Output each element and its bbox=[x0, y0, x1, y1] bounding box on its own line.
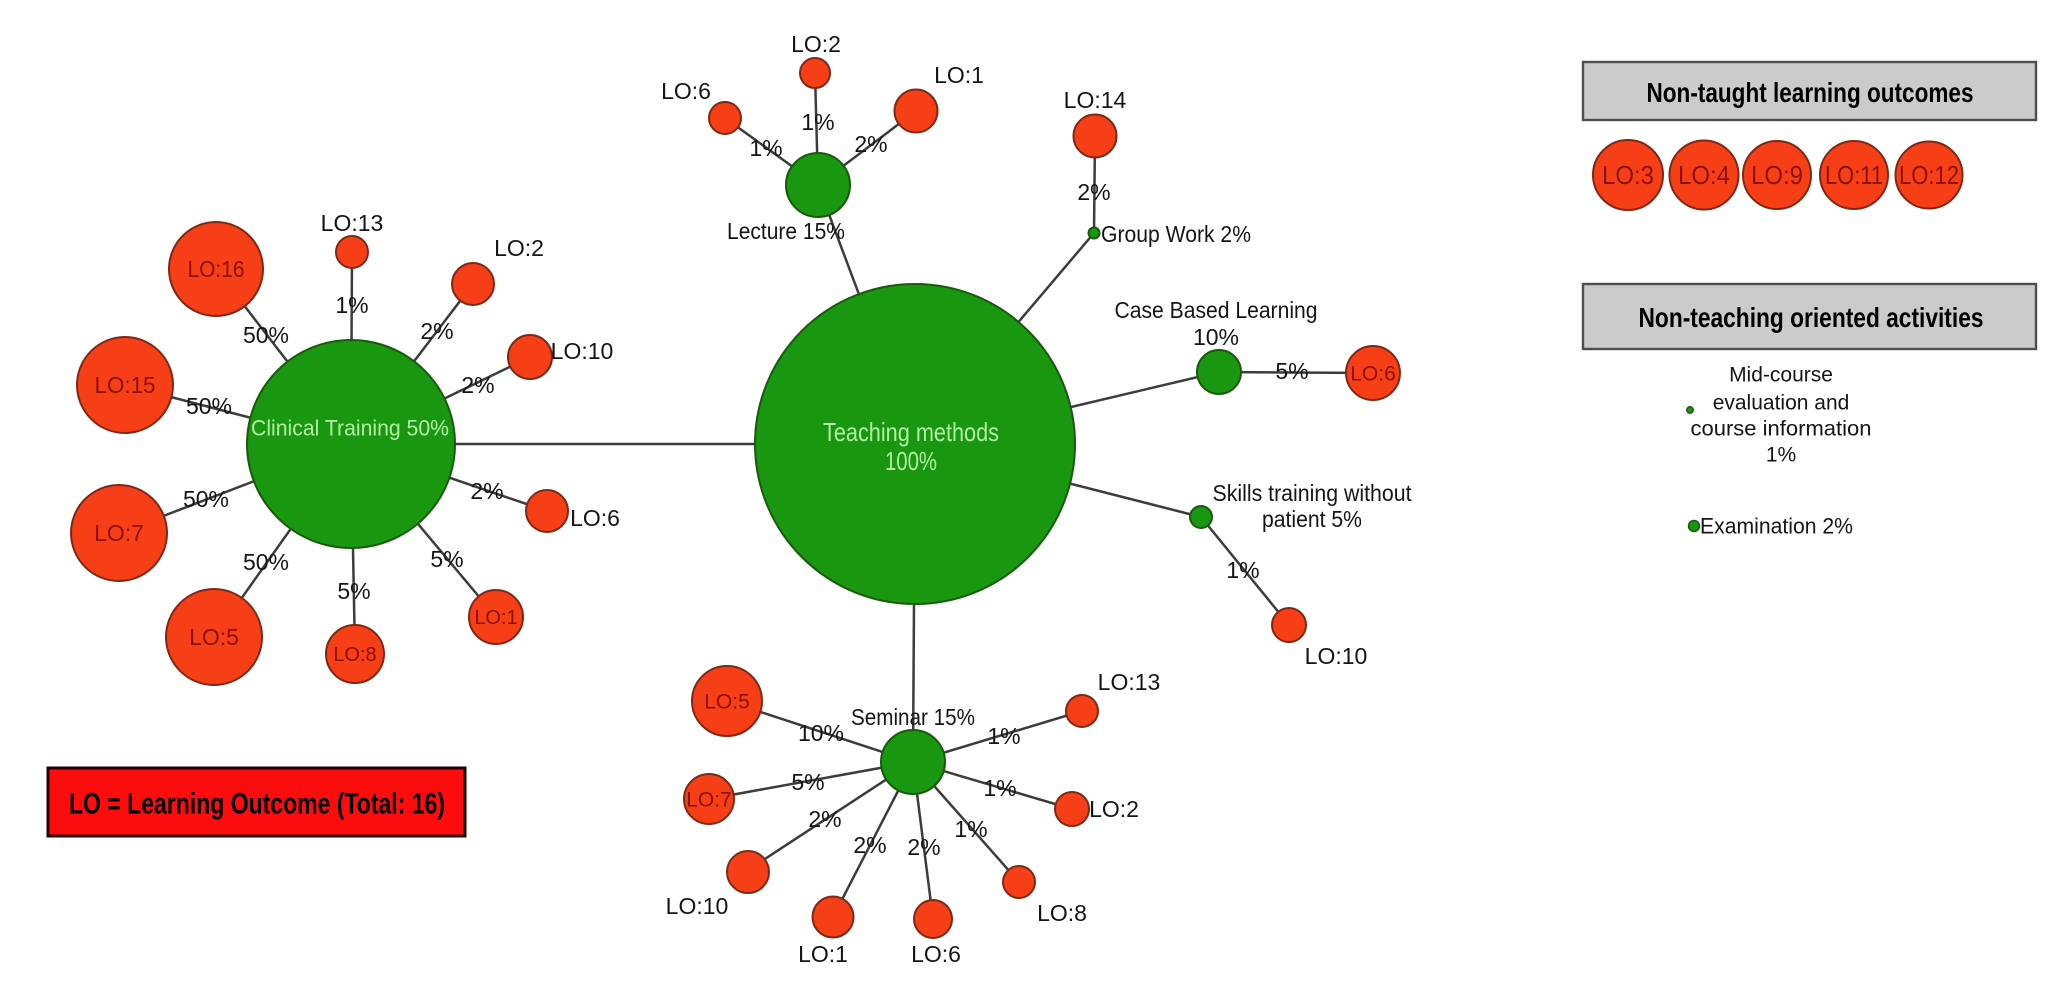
svg-text:Skills training without: Skills training without bbox=[1213, 480, 1413, 506]
svg-text:LO:6: LO:6 bbox=[1350, 362, 1396, 385]
svg-text:LO:2: LO:2 bbox=[1089, 796, 1139, 822]
svg-text:LO:16: LO:16 bbox=[188, 256, 245, 282]
svg-text:LO:7: LO:7 bbox=[94, 520, 144, 546]
svg-text:5%: 5% bbox=[430, 546, 463, 572]
svg-text:Lecture 15%: Lecture 15% bbox=[727, 218, 845, 244]
svg-text:LO:12: LO:12 bbox=[1899, 160, 1959, 190]
svg-text:1%: 1% bbox=[801, 109, 834, 135]
svg-text:LO:6: LO:6 bbox=[911, 941, 961, 967]
svg-text:LO:6: LO:6 bbox=[661, 78, 711, 104]
svg-text:LO:10: LO:10 bbox=[551, 338, 614, 364]
svg-text:LO:8: LO:8 bbox=[1037, 900, 1087, 926]
svg-text:LO:6: LO:6 bbox=[570, 505, 620, 531]
svg-text:1%: 1% bbox=[335, 292, 368, 318]
svg-text:2%: 2% bbox=[853, 832, 886, 858]
svg-text:Clinical Training 50%: Clinical Training 50% bbox=[251, 416, 449, 441]
svg-text:10%: 10% bbox=[1193, 324, 1239, 350]
svg-text:Non-teaching oriented activiti: Non-teaching oriented activities bbox=[1639, 302, 1984, 333]
svg-text:course information: course information bbox=[1691, 417, 1872, 440]
svg-text:LO:11: LO:11 bbox=[1825, 160, 1883, 190]
svg-text:patient 5%: patient 5% bbox=[1262, 506, 1362, 532]
svg-text:LO:13: LO:13 bbox=[321, 210, 384, 236]
svg-text:2%: 2% bbox=[461, 372, 494, 398]
svg-text:LO:15: LO:15 bbox=[95, 372, 156, 398]
svg-text:Case Based Learning: Case Based Learning bbox=[1115, 297, 1318, 323]
svg-text:LO:1: LO:1 bbox=[474, 607, 517, 629]
svg-text:50%: 50% bbox=[243, 549, 289, 575]
svg-text:Seminar 15%: Seminar 15% bbox=[851, 704, 975, 730]
svg-text:Non-taught learning outcomes: Non-taught learning outcomes bbox=[1647, 77, 1974, 108]
svg-text:LO:4: LO:4 bbox=[1678, 160, 1730, 190]
svg-text:LO:7: LO:7 bbox=[686, 788, 732, 811]
svg-text:Group Work 2%: Group Work 2% bbox=[1101, 221, 1251, 247]
svg-text:LO = Learning Outcome (Total:: LO = Learning Outcome (Total: 16) bbox=[69, 788, 445, 821]
svg-text:LO:2: LO:2 bbox=[494, 235, 544, 261]
svg-text:LO:1: LO:1 bbox=[934, 62, 984, 88]
svg-text:LO:5: LO:5 bbox=[704, 690, 750, 713]
svg-text:2%: 2% bbox=[420, 318, 453, 344]
svg-text:Teaching methods: Teaching methods bbox=[823, 417, 999, 447]
svg-text:2%: 2% bbox=[808, 806, 841, 832]
svg-text:LO:10: LO:10 bbox=[666, 893, 729, 919]
svg-text:100%: 100% bbox=[885, 446, 937, 476]
svg-text:LO:2: LO:2 bbox=[791, 31, 841, 57]
svg-text:1%: 1% bbox=[954, 816, 987, 842]
svg-text:1%: 1% bbox=[1766, 443, 1796, 466]
svg-text:LO:5: LO:5 bbox=[189, 624, 239, 650]
svg-text:5%: 5% bbox=[791, 769, 824, 795]
svg-text:LO:3: LO:3 bbox=[1602, 160, 1654, 190]
svg-text:LO:1: LO:1 bbox=[798, 941, 848, 967]
svg-text:2%: 2% bbox=[854, 131, 887, 157]
svg-text:2%: 2% bbox=[470, 478, 503, 504]
svg-text:1%: 1% bbox=[749, 135, 782, 161]
svg-text:1%: 1% bbox=[1226, 557, 1259, 583]
svg-text:50%: 50% bbox=[243, 322, 289, 348]
svg-text:evaluation and: evaluation and bbox=[1713, 391, 1850, 414]
svg-text:2%: 2% bbox=[907, 834, 940, 860]
svg-text:1%: 1% bbox=[987, 723, 1020, 749]
svg-text:LO:9: LO:9 bbox=[1751, 160, 1803, 190]
svg-text:1%: 1% bbox=[983, 775, 1016, 801]
svg-text:10%: 10% bbox=[798, 720, 844, 746]
svg-text:LO:8: LO:8 bbox=[333, 644, 376, 666]
svg-text:50%: 50% bbox=[186, 393, 232, 419]
svg-text:2%: 2% bbox=[1077, 179, 1110, 205]
svg-text:Examination 2%: Examination 2% bbox=[1700, 514, 1853, 539]
svg-text:50%: 50% bbox=[183, 486, 229, 512]
svg-text:Mid-course: Mid-course bbox=[1729, 363, 1833, 386]
svg-text:LO:14: LO:14 bbox=[1064, 87, 1127, 113]
svg-text:LO:13: LO:13 bbox=[1098, 669, 1161, 695]
svg-text:5%: 5% bbox=[1275, 358, 1308, 384]
svg-text:LO:10: LO:10 bbox=[1305, 643, 1368, 669]
svg-text:5%: 5% bbox=[337, 578, 370, 604]
